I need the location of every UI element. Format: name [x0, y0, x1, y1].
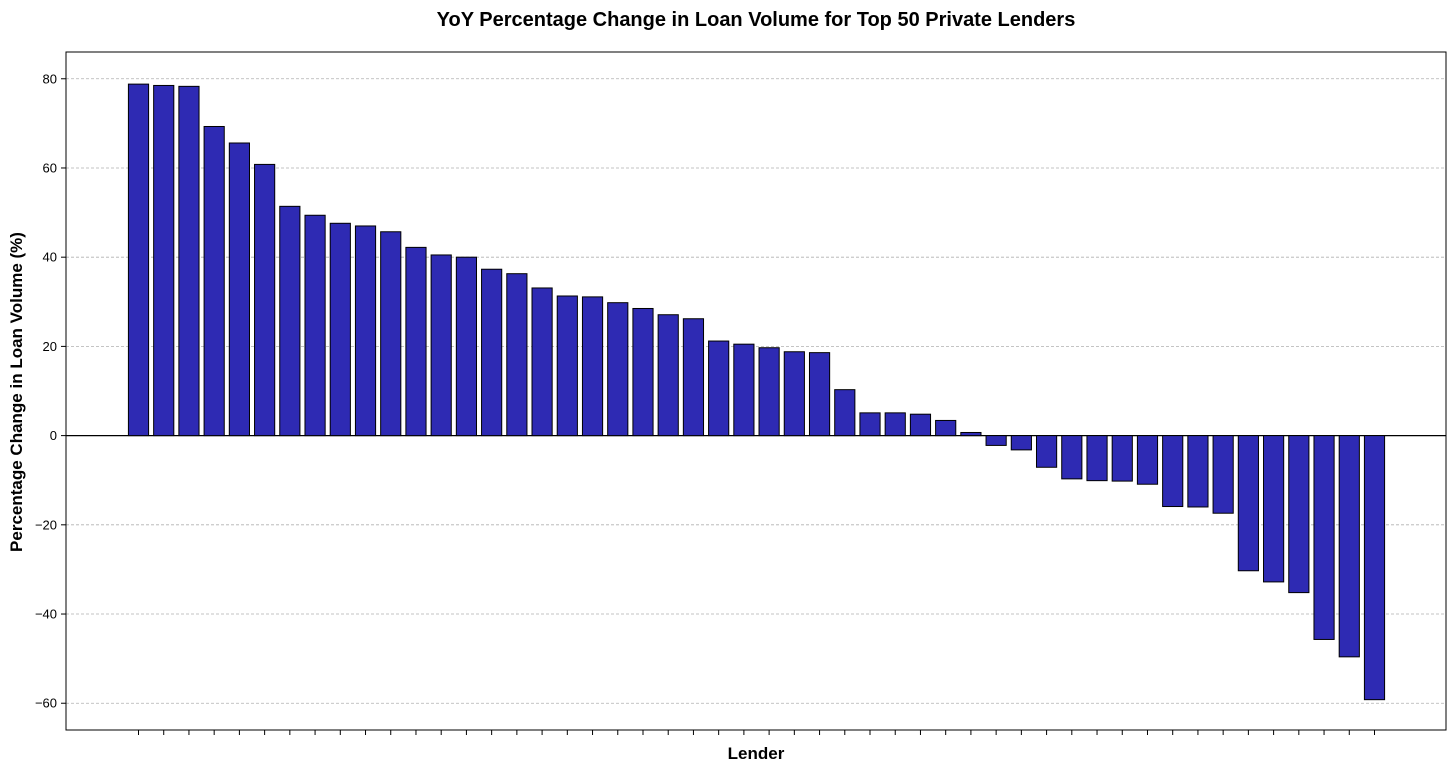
bar	[808, 352, 831, 437]
chart-title: YoY Percentage Change in Loan Volume for…	[437, 9, 1076, 31]
y-axis-label: Percentage Change in Loan Volume (%)	[7, 232, 26, 552]
bar	[581, 296, 604, 437]
bar	[1136, 435, 1159, 485]
bar	[178, 85, 200, 437]
bar	[1111, 435, 1133, 482]
bar	[506, 273, 528, 437]
bar	[1263, 435, 1285, 583]
bar	[556, 295, 578, 437]
bar	[935, 419, 957, 437]
bar	[960, 431, 982, 437]
bar	[884, 412, 906, 437]
bar	[531, 287, 553, 437]
plot-frame	[65, 51, 1447, 731]
bar	[632, 307, 654, 437]
bar	[455, 256, 478, 437]
bar	[607, 302, 629, 437]
y-tick-label: 60	[43, 160, 57, 175]
y-tick-label: −40	[35, 607, 57, 622]
bar	[304, 214, 326, 437]
bar	[1010, 435, 1032, 451]
bars	[127, 83, 1386, 701]
y-axis: −60 −40 −20 0 20 40 60 80	[35, 71, 66, 711]
bar	[834, 389, 856, 437]
bar	[1313, 435, 1335, 640]
bar	[329, 222, 351, 437]
bar	[909, 413, 932, 437]
bar	[1035, 435, 1058, 468]
bar	[405, 246, 427, 437]
bar	[985, 435, 1007, 446]
bar	[758, 347, 780, 437]
y-tick-label: 20	[43, 339, 57, 354]
y-tick-label: 0	[50, 428, 57, 443]
bar	[1086, 435, 1108, 482]
bar	[657, 314, 679, 437]
bar	[279, 205, 301, 437]
bar	[254, 163, 276, 437]
bar	[354, 225, 377, 437]
bar	[733, 343, 755, 437]
x-axis-label: Lender	[728, 744, 785, 763]
bar	[1061, 435, 1083, 480]
y-tick-label: 40	[43, 250, 57, 265]
bar	[1363, 435, 1386, 701]
bar	[430, 254, 452, 437]
bar	[682, 318, 705, 437]
bar	[153, 84, 175, 437]
bar	[1237, 435, 1259, 572]
y-tick-label: 80	[43, 71, 57, 86]
bar	[380, 231, 402, 437]
bar	[783, 351, 805, 437]
bar	[1338, 435, 1360, 658]
bar	[1162, 435, 1184, 508]
y-tick-label: −20	[35, 517, 57, 532]
bar	[1212, 435, 1234, 514]
y-tick-label: −60	[35, 696, 57, 711]
x-axis	[138, 730, 1375, 735]
bar	[1187, 435, 1209, 508]
bar	[1288, 435, 1310, 594]
bar	[203, 125, 225, 437]
bar	[708, 340, 730, 437]
bar	[481, 268, 503, 437]
bar	[228, 142, 250, 437]
bar	[127, 83, 150, 437]
bar	[859, 412, 881, 437]
